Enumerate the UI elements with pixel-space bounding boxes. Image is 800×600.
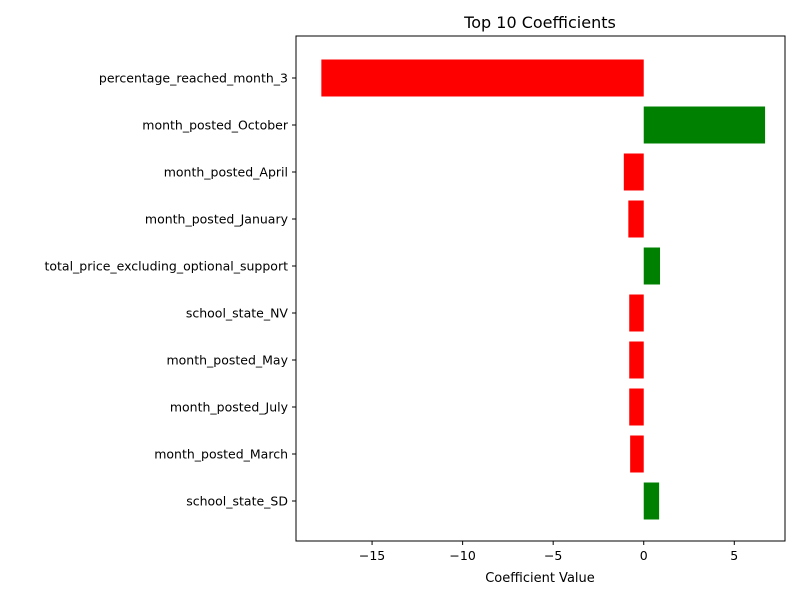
bar-9 bbox=[643, 482, 660, 520]
y-tick-label: month_posted_October bbox=[142, 118, 289, 133]
bar-3 bbox=[628, 200, 644, 238]
bar-2 bbox=[623, 153, 644, 191]
bar-5 bbox=[629, 294, 644, 332]
plot-frame bbox=[295, 35, 786, 542]
x-tick-label: 5 bbox=[730, 548, 738, 563]
bars-layer bbox=[321, 59, 766, 520]
y-tick-label: month_posted_January bbox=[145, 212, 289, 227]
bar-0 bbox=[321, 59, 644, 97]
bar-4 bbox=[643, 247, 661, 285]
y-tick-label: total_price_excluding_optional_support bbox=[44, 259, 288, 274]
bar-8 bbox=[630, 435, 644, 473]
y-tick-label: month_posted_May bbox=[166, 353, 288, 368]
y-tick-label: percentage_reached_month_3 bbox=[99, 71, 288, 86]
x-tick-label: −10 bbox=[449, 548, 475, 563]
bar-7 bbox=[629, 388, 644, 426]
y-tick-layer: percentage_reached_month_3 month_posted_O… bbox=[44, 71, 296, 509]
x-tick-label: −5 bbox=[544, 548, 562, 563]
chart-title: Top 10 Coefficients bbox=[463, 13, 616, 32]
y-tick-label: month_posted_April bbox=[164, 165, 288, 180]
y-tick-label: school_state_SD bbox=[186, 494, 288, 509]
x-axis-title: Coefficient Value bbox=[485, 571, 595, 586]
y-tick-label: month_posted_July bbox=[170, 400, 289, 415]
x-tick-label: 0 bbox=[640, 548, 648, 563]
y-tick-label: school_state_NV bbox=[186, 306, 289, 321]
x-tick-layer: −15 −10 −5 0 5 bbox=[359, 541, 738, 563]
y-tick-label: month_posted_March bbox=[154, 447, 288, 462]
bar-1 bbox=[643, 106, 766, 144]
bar-6 bbox=[629, 341, 644, 379]
x-tick-label: −15 bbox=[359, 548, 385, 563]
